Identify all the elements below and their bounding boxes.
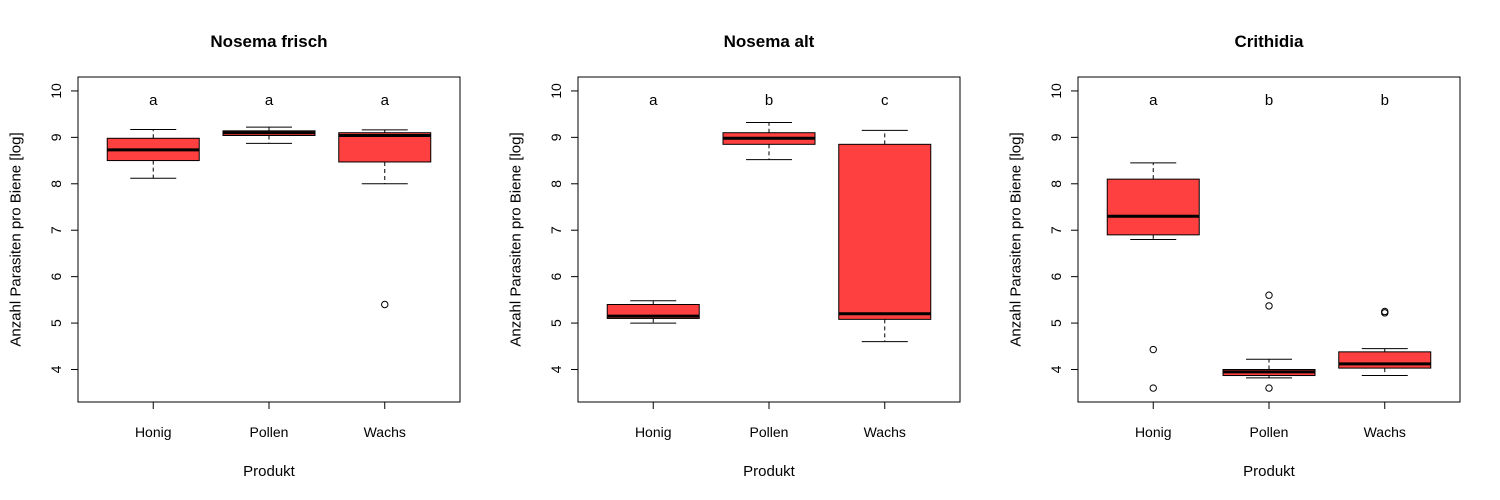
panel-3-y-tick-label: 10 <box>1048 83 1064 99</box>
panel-2-y-tick-label: 10 <box>548 83 564 99</box>
panel-1-title: Nosema frisch <box>210 32 327 51</box>
panel-1-x-axis-label: Produkt <box>243 463 296 480</box>
panel-2-y-tick-label: 5 <box>548 319 564 327</box>
panel-3-wachs-significance-letter: b <box>1381 92 1389 109</box>
panel-2-y-tick-label: 6 <box>548 273 564 281</box>
panel-3-title: Crithidia <box>1235 32 1304 51</box>
panel-3-wachs-box <box>1338 351 1432 369</box>
panel-3-pollen-outlier-point <box>1265 384 1273 392</box>
panel-3-pollen-outlier-point <box>1265 302 1273 310</box>
panel-2-y-tick-label: 9 <box>548 133 564 141</box>
panel-3-wachs-outlier-point <box>1381 309 1389 317</box>
panel-2-pollen-significance-letter: b <box>765 92 773 109</box>
panel-2-y-tick-label: 8 <box>548 180 564 188</box>
panel-3-x-tick-label-pollen: Pollen <box>1250 424 1289 440</box>
panel-3-y-tick-label: 9 <box>1048 133 1064 141</box>
panel-2-wachs-significance-letter: c <box>881 92 889 109</box>
panel-3-y-axis-label: Anzahl Parasiten pro Biene [log] <box>1008 132 1025 346</box>
panel-1-pollen-significance-letter: a <box>265 92 274 109</box>
panel-3-honig-significance-letter: a <box>1149 92 1158 109</box>
panel-1-y-tick-label: 7 <box>48 226 64 234</box>
panel-3-pollen-significance-letter: b <box>1265 92 1273 109</box>
panel-2-wachs-box <box>838 143 932 320</box>
panel-1-wachs-box <box>338 132 432 163</box>
panel-1-x-tick-label-honig: Honig <box>135 424 172 440</box>
panel-1-wachs-outlier-point <box>381 300 389 309</box>
panel-2-title: Nosema alt <box>724 32 815 51</box>
panel-1-y-tick-label: 4 <box>48 365 64 373</box>
panel-2-honig-significance-letter: a <box>649 92 658 109</box>
panel-2-y-tick-label: 4 <box>548 365 564 373</box>
panel-3-y-tick-label: 8 <box>1048 180 1064 188</box>
panel-3-honig-outlier-point <box>1149 345 1157 354</box>
panel-2-y-tick-label: 7 <box>548 226 564 234</box>
panel-3-pollen-outlier-point <box>1265 291 1273 299</box>
panel-1-y-tick-label: 8 <box>48 180 64 188</box>
panel-2-x-axis-label: Produkt <box>743 463 796 480</box>
panel-3-y-tick-label: 4 <box>1048 365 1064 373</box>
panel-3-y-tick-label: 7 <box>1048 226 1064 234</box>
panel-1-x-tick-label-pollen: Pollen <box>250 424 289 440</box>
panel-3-y-tick-label: 5 <box>1048 319 1064 327</box>
panel-2-x-tick-label-wachs: Wachs <box>864 424 906 440</box>
panel-1-y-tick-label: 10 <box>48 83 64 99</box>
panel-2-x-tick-label-pollen: Pollen <box>750 424 789 440</box>
panel-3-x-axis-label: Produkt <box>1243 463 1296 480</box>
panel-1-wachs-significance-letter: a <box>381 92 390 109</box>
panel-3-honig-box <box>1106 178 1200 236</box>
panel-3-x-tick-label-honig: Honig <box>1135 424 1172 440</box>
panel-3-x-tick-label-wachs: Wachs <box>1364 424 1406 440</box>
panel-1-plot-frame <box>77 76 461 403</box>
panel-3-honig-outlier-point <box>1149 384 1157 392</box>
panel-1-y-tick-label: 9 <box>48 133 64 141</box>
panel-1-x-tick-label-wachs: Wachs <box>364 424 406 440</box>
panel-2-y-axis-label: Anzahl Parasiten pro Biene [log] <box>508 132 525 346</box>
panel-1-honig-significance-letter: a <box>149 92 158 109</box>
panel-2-x-tick-label-honig: Honig <box>635 424 672 440</box>
panel-3-y-tick-label: 6 <box>1048 273 1064 281</box>
panel-1-y-tick-label: 5 <box>48 319 64 327</box>
panel-1-y-axis-label: Anzahl Parasiten pro Biene [log] <box>8 132 25 346</box>
panel-1-y-tick-label: 6 <box>48 273 64 281</box>
